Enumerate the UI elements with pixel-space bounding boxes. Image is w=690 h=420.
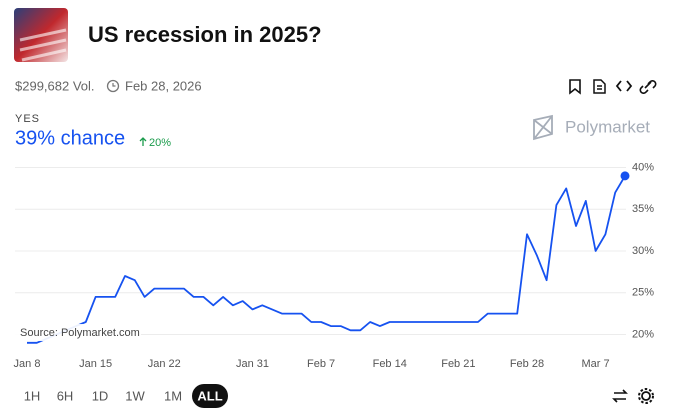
range-button[interactable]: ALL	[197, 388, 222, 403]
x-tick-label: Jan 22	[148, 358, 181, 370]
clock-hands	[112, 83, 116, 87]
range-button[interactable]: 6H	[57, 388, 74, 403]
swap-icon[interactable]	[612, 389, 628, 403]
range-button[interactable]: 1H	[24, 388, 41, 403]
range-button[interactable]: 1D	[92, 388, 109, 403]
x-tick-label: Feb 14	[373, 358, 407, 370]
change-arrow	[139, 137, 147, 146]
y-tick-label: 40%	[632, 161, 654, 173]
y-tick-label: 25%	[632, 287, 654, 299]
x-tick-label: Feb 7	[307, 358, 335, 370]
clock-icon	[106, 79, 120, 93]
end-date: Feb 28, 2026	[125, 78, 202, 93]
thumbnail-stripes	[19, 28, 67, 62]
x-tick-label: Feb 28	[510, 358, 544, 370]
range-button[interactable]: 1W	[125, 388, 145, 403]
y-tick-label: 35%	[632, 203, 654, 215]
volume: $299,682 Vol.	[15, 78, 95, 93]
settings-icon-teeth[interactable]	[638, 388, 654, 404]
x-tick-label: Jan 31	[236, 358, 269, 370]
outcome-change: 20%	[149, 137, 171, 149]
settings-icon[interactable]	[641, 391, 651, 401]
y-tick-label: 20%	[632, 328, 654, 340]
market-title: US recession in 2025?	[88, 22, 322, 47]
range-button[interactable]: 1M	[164, 388, 182, 403]
bookmark-icon[interactable]	[569, 79, 581, 95]
source-box	[15, 324, 141, 341]
embed-icon[interactable]	[615, 80, 633, 92]
brand-logo	[533, 114, 553, 141]
outcome-chance: 39% chance	[15, 127, 125, 149]
source-label: Source: Polymarket.com	[20, 327, 140, 339]
brand-name: Polymarket	[565, 117, 650, 136]
x-tick-label: Jan 8	[14, 358, 41, 370]
outcome-label: YES	[15, 113, 40, 125]
range-button-selected[interactable]	[192, 384, 228, 408]
current-point	[620, 171, 630, 181]
range-controls: 1H 6H 1D 1W 1M ALL	[24, 384, 228, 408]
x-tick-label: Mar 7	[582, 358, 610, 370]
price-line	[27, 175, 626, 344]
x-tick-label: Jan 15	[79, 358, 112, 370]
link-icon[interactable]	[639, 80, 657, 94]
chart: 20% 25% 30% 35% 40% Jan 8 Jan 15 Jan 22 Jan 31 Fe…	[14, 161, 655, 369]
x-tick-label: Feb 21	[441, 358, 475, 370]
y-tick-label: 30%	[632, 245, 654, 257]
document-icon[interactable]	[593, 79, 606, 94]
